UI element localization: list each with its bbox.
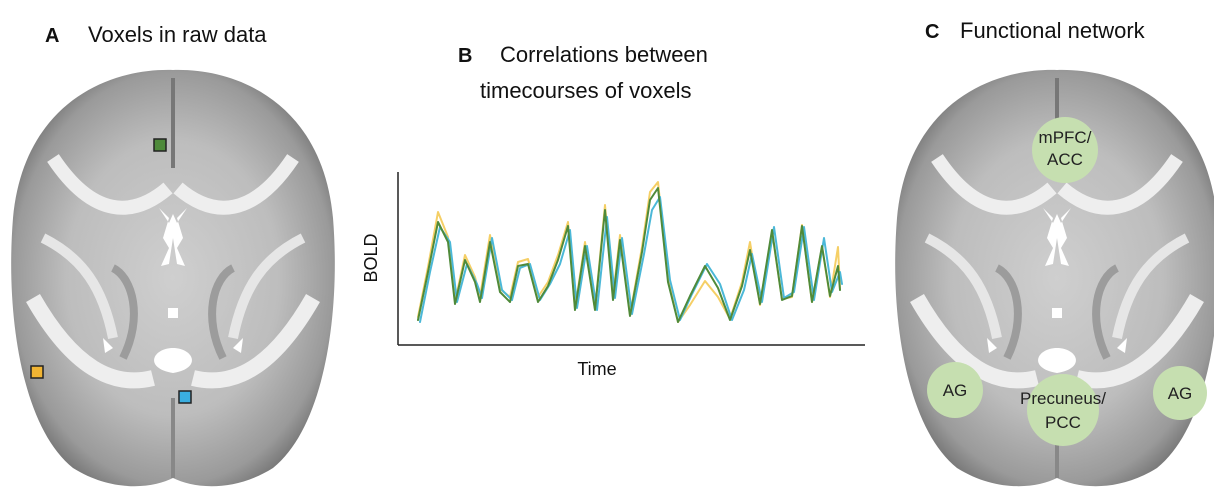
timecourse-blue (419, 196, 843, 323)
timecourse-green (417, 187, 841, 323)
region-circle (1027, 374, 1099, 446)
region-circle (927, 362, 983, 418)
region-label: PCC (1045, 413, 1081, 432)
brain-image (11, 70, 335, 486)
voxel-orange (30, 365, 44, 379)
panel-label: A (45, 25, 59, 47)
x-axis-label: Time (577, 359, 616, 379)
region-circle (1153, 366, 1207, 420)
voxel-green (153, 138, 167, 152)
panel-title-line: timecourses of voxels (480, 78, 692, 103)
panel-title: Voxels in raw data (88, 22, 267, 47)
voxel-blue (178, 390, 192, 404)
region-circle (1032, 117, 1098, 183)
panel-title: Functional network (960, 18, 1146, 43)
region-label: AG (1168, 384, 1193, 403)
panel-a: A Voxels in raw data (11, 22, 335, 486)
region-label: mPFC/ (1039, 128, 1092, 147)
region-label: ACC (1047, 150, 1083, 169)
panel-b: B Correlations between timecourses of vo… (361, 42, 865, 379)
panel-title-line: Correlations between (500, 42, 708, 67)
y-axis-label: BOLD (361, 233, 381, 282)
region-label: Precuneus/ (1020, 389, 1106, 408)
panel-label: C (925, 21, 939, 43)
region-label: AG (943, 381, 968, 400)
panel-c: C Functional network mPFC/ ACC AG Precun… (895, 18, 1214, 486)
panel-label: B (458, 45, 472, 67)
